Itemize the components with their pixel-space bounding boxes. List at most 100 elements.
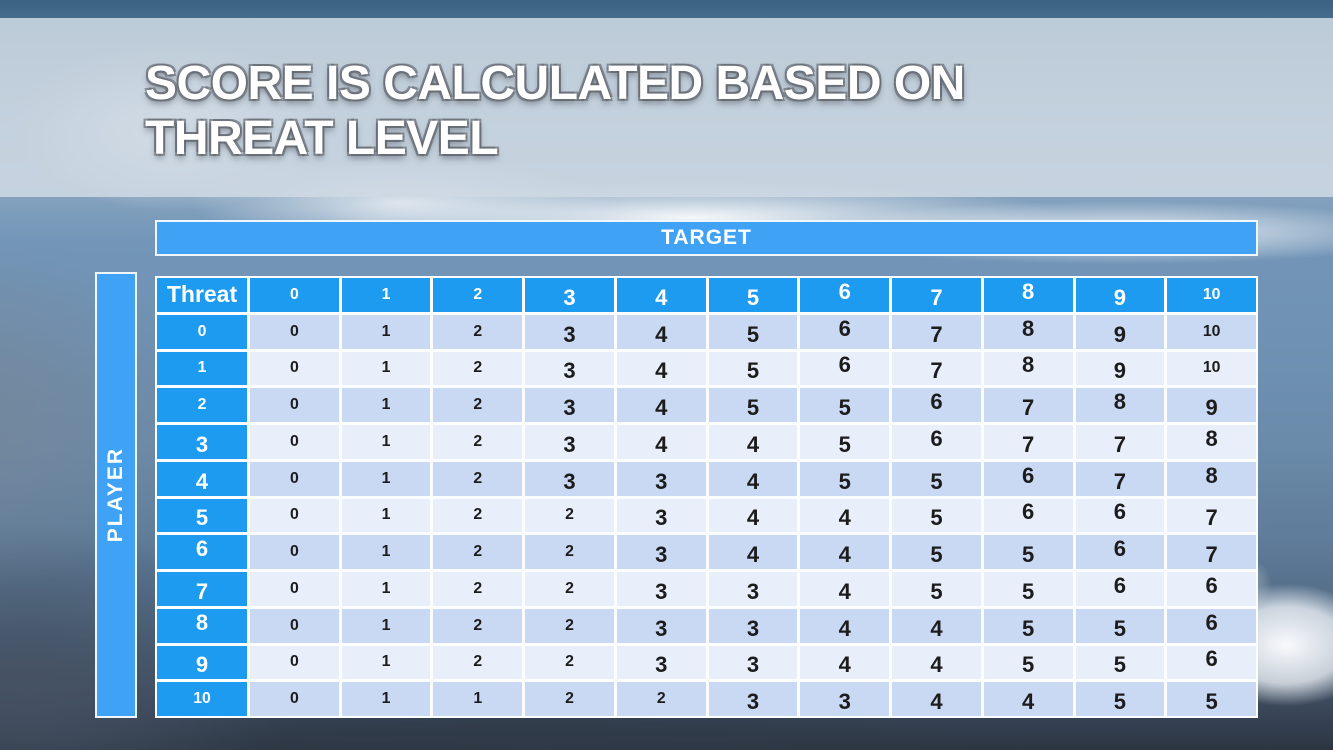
matrix-cell: 3 [525,351,614,386]
matrix-cell-text: 2 [473,359,483,377]
matrix-cell-text: 6 [1113,536,1127,562]
matrix-cell: 1 [341,314,431,349]
matrix-cell: 4 [616,425,706,459]
matrix-cell-text: 2 [473,616,483,634]
matrix-row-header-text: 2 [197,396,207,414]
matrix-cell: 10 [1167,351,1256,386]
target-axis-label: TARGET [661,226,752,249]
matrix-cell: 1 [341,498,431,533]
matrix-cell: 2 [433,608,523,643]
matrix-cell: 2 [525,535,614,569]
matrix-cell: 0 [250,388,339,422]
matrix-cell-text: 8 [1113,389,1127,415]
matrix-cell: 9 [1075,351,1165,386]
matrix-cell: 3 [525,388,614,422]
matrix-cell-text: 5 [1113,652,1127,678]
matrix-cell: 9 [1167,388,1256,422]
matrix-cell-text: 2 [656,690,666,708]
matrix-cell: 1 [341,388,431,422]
matrix-col-header: 4 [616,278,706,312]
matrix-cell: 2 [433,535,523,569]
matrix-cell: 1 [341,461,431,496]
matrix-cell-text: 4 [746,431,760,457]
matrix-cell-text: 1 [381,653,391,671]
matrix-cell-text: 9 [1113,321,1127,347]
matrix-cell-text: 1 [381,543,391,561]
matrix-cell-text: 1 [381,322,391,340]
matrix-col-header: 8 [983,278,1073,312]
matrix-cell: 3 [616,498,706,533]
matrix-cell-text: 4 [930,689,943,715]
matrix-cell: 2 [525,645,614,680]
matrix-row-header: 3 [157,425,247,459]
matrix-cell: 5 [708,351,798,386]
matrix-row-header-text: 0 [197,322,207,340]
matrix-cell-text: 5 [1022,578,1035,604]
matrix-cell-text: 2 [473,506,483,524]
slide-title: SCORE IS CALCULATED BASED ON THREAT LEVE… [145,56,965,166]
matrix-cell: 6 [1075,498,1165,533]
matrix-row-header: 8 [157,608,247,643]
matrix-cell-text: 3 [563,431,576,457]
matrix-col-header: 0 [250,278,339,312]
target-axis-bar: TARGET [155,220,1258,256]
matrix-cell-text: 2 [565,506,574,524]
matrix-cell-text: 3 [838,689,851,715]
matrix-cell: 7 [983,425,1073,459]
matrix-cell: 3 [525,314,614,349]
matrix-col-header-text: 1 [381,285,391,303]
matrix-cell: 4 [800,572,890,606]
matrix-cell-text: 6 [930,425,943,451]
matrix-cell-text: 5 [930,505,943,531]
matrix-row-header: 4 [157,461,247,496]
matrix-col-header-text: 5 [746,284,760,310]
matrix-cell: 5 [983,645,1073,680]
matrix-cell-text: 5 [930,578,943,604]
matrix-row-header-text: 4 [195,468,209,494]
matrix-cell-text: 3 [746,652,760,678]
matrix-cell-text: 2 [565,579,574,597]
matrix-corner-threat-label: Threat [157,278,247,312]
matrix-cell: 4 [800,608,890,643]
matrix-row-header-text: 7 [195,578,209,604]
matrix-cell-text: 9 [1113,358,1127,384]
matrix-cell-text: 5 [1205,689,1218,715]
matrix-cell: 5 [1075,645,1165,680]
matrix-cell-text: 3 [655,652,668,678]
matrix-col-header: 5 [708,278,798,312]
matrix-cell-text: 2 [473,322,483,340]
matrix-cell: 6 [983,461,1073,496]
matrix-cell-text: 4 [655,321,668,347]
matrix-cell: 5 [1167,682,1256,716]
matrix-row-header: 2 [157,388,247,422]
matrix-col-header-text: 2 [473,285,483,303]
matrix-cell: 6 [1167,608,1256,643]
matrix-cell-text: 0 [289,543,299,561]
matrix-cell: 7 [892,351,981,386]
matrix-cell-text: 6 [1205,572,1218,598]
matrix-cell: 2 [433,461,523,496]
matrix-cell: 7 [983,388,1073,422]
matrix-cell-text: 5 [930,542,943,568]
matrix-cell: 2 [433,351,523,386]
matrix-cell-text: 3 [563,321,576,347]
matrix-cell-text: 0 [289,396,299,414]
matrix-cell: 3 [616,645,706,680]
matrix-cell-text: 1 [473,690,483,708]
matrix-cell: 3 [800,682,890,716]
matrix-cell-text: 6 [1022,462,1035,488]
matrix-cell-text: 2 [565,543,574,561]
matrix-cell-text: 4 [838,578,851,604]
matrix-cell: 0 [250,535,339,569]
matrix-cell-text: 6 [1113,499,1127,525]
matrix-cell-text: 1 [381,396,391,414]
matrix-cell: 0 [250,314,339,349]
matrix-cell: 5 [1075,682,1165,716]
matrix-cell-text: 5 [838,431,851,457]
matrix-cell: 5 [892,572,981,606]
matrix-cell-text: 4 [655,395,668,421]
matrix-row-header-text: 1 [197,359,207,377]
matrix-cell: 5 [892,461,981,496]
matrix-cell-text: 5 [1113,615,1127,641]
matrix-cell-text: 7 [930,358,943,384]
